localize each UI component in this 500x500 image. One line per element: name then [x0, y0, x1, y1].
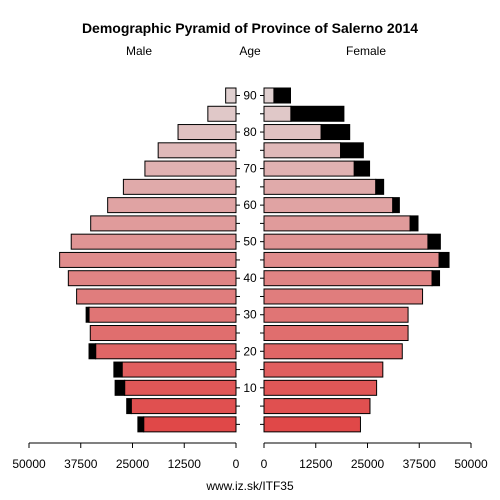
female-bar-20-24 — [263, 343, 403, 360]
male-bar-40-44 — [67, 270, 237, 287]
axes-group: 10 20 30 40 50 60 70 80 90 50000 37500 25000 12500 0 0… — [12, 89, 488, 471]
male-x-tick-label: 50000 — [12, 457, 46, 471]
male-bar-60-64 — [107, 197, 237, 214]
male-excess-bar-20-24 — [88, 343, 97, 360]
female-x-tick-label: 12500 — [299, 457, 333, 471]
female-excess-bar-80-84 — [320, 124, 351, 141]
male-bar-70-74 — [144, 160, 237, 177]
male-bar-35-39 — [76, 288, 237, 305]
female-excess-bar-75-79 — [340, 142, 364, 159]
female-bar-15-19 — [263, 361, 384, 378]
female-excess-bar-55-59 — [409, 215, 419, 232]
age-tick-label: 30 — [243, 308, 257, 322]
female-bar-0-4 — [263, 416, 361, 433]
male-bar-55-59 — [90, 215, 237, 232]
female-excess-bar-60-64 — [392, 197, 400, 214]
male-label: Male — [126, 44, 152, 58]
female-excess-bar-65-69 — [375, 178, 385, 195]
female-bar-25-29 — [263, 325, 409, 342]
male-x-tick-label: 12500 — [168, 457, 202, 471]
female-bar-5-9 — [263, 398, 371, 415]
female-bar-50-54 — [263, 233, 429, 250]
male-excess-bar-30-34 — [85, 306, 90, 323]
male-bar-0-4 — [143, 416, 237, 433]
female-bar-40-44 — [263, 270, 433, 287]
female-excess-bar-50-54 — [427, 233, 441, 250]
male-bar-50-54 — [70, 233, 237, 250]
age-tick-label: 40 — [243, 271, 257, 285]
female-bar-80-84 — [263, 124, 322, 141]
male-excess-bar-0-4 — [137, 416, 145, 433]
female-excess-bar-85-89 — [290, 105, 345, 122]
male-bar-80-84 — [177, 124, 237, 141]
male-bar-15-19 — [121, 361, 237, 378]
bars-group — [59, 87, 450, 433]
male-excess-bar-10-14 — [114, 379, 126, 396]
female-bar-90+ — [263, 87, 275, 104]
female-bar-75-79 — [263, 142, 342, 159]
female-bar-60-64 — [263, 197, 394, 214]
female-excess-bar-40-44 — [431, 270, 441, 287]
male-x-tick-label: 0 — [233, 457, 240, 471]
female-bar-45-49 — [263, 251, 440, 268]
age-tick-label: 10 — [243, 381, 257, 395]
age-tick-label: 20 — [243, 344, 257, 358]
female-excess-bar-45-49 — [438, 251, 450, 268]
female-bar-70-74 — [263, 160, 355, 177]
female-x-tick-label: 37500 — [403, 457, 437, 471]
female-x-tick-label: 50000 — [454, 457, 488, 471]
male-bar-10-14 — [124, 379, 237, 396]
male-excess-bar-15-19 — [113, 361, 123, 378]
age-tick-label: 50 — [243, 235, 257, 249]
female-bar-85-89 — [263, 105, 292, 122]
female-bar-35-39 — [263, 288, 424, 305]
male-bar-30-34 — [88, 306, 237, 323]
female-bar-55-59 — [263, 215, 411, 232]
female-bar-65-69 — [263, 178, 377, 195]
male-bar-65-69 — [122, 178, 237, 195]
source-label: www.iz.sk/ITF35 — [205, 479, 294, 493]
male-bar-85-89 — [207, 105, 237, 122]
female-excess-bar-90+ — [273, 87, 291, 104]
female-excess-bar-70-74 — [353, 160, 371, 177]
female-x-tick-label: 25000 — [351, 457, 385, 471]
female-bar-10-14 — [263, 379, 378, 396]
chart-title: Demographic Pyramid of Province of Saler… — [82, 20, 418, 36]
male-bar-5-9 — [130, 398, 237, 415]
age-label: Age — [239, 44, 261, 58]
male-bar-75-79 — [157, 142, 237, 159]
age-tick-label: 80 — [243, 125, 257, 139]
age-tick-label: 60 — [243, 198, 257, 212]
male-x-tick-label: 25000 — [116, 457, 150, 471]
age-tick-label: 90 — [243, 89, 257, 103]
male-x-tick-label: 37500 — [64, 457, 98, 471]
female-bar-30-34 — [263, 306, 409, 323]
age-tick-label: 70 — [243, 162, 257, 176]
male-bar-45-49 — [59, 251, 237, 268]
male-excess-bar-5-9 — [126, 398, 132, 415]
male-bar-90+ — [225, 87, 237, 104]
female-x-tick-label: 0 — [261, 457, 268, 471]
female-label: Female — [346, 44, 386, 58]
male-bar-20-24 — [95, 343, 237, 360]
male-bar-25-29 — [89, 325, 237, 342]
